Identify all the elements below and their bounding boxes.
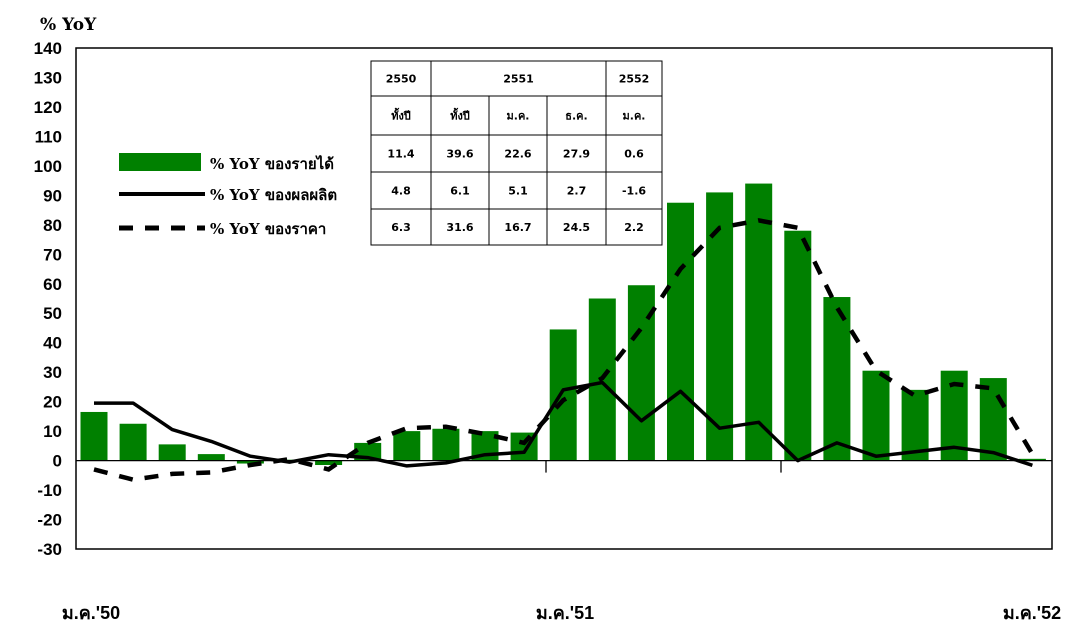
output-line xyxy=(94,380,1033,468)
table-subheader: ม.ค. xyxy=(623,110,646,123)
table-cell: 16.7 xyxy=(504,221,531,234)
y-tick-label: 20 xyxy=(43,393,62,412)
revenue-bar xyxy=(901,389,929,461)
table-subheader: ทั้งปี xyxy=(391,108,411,123)
legend-revenue-label: % YoY ของรายได้ xyxy=(210,154,334,173)
y-tick-label: 50 xyxy=(43,304,62,323)
table-year-header: 2550 xyxy=(386,73,417,86)
y-tick-label: 110 xyxy=(35,127,62,146)
table-cell: 2.7 xyxy=(567,185,587,198)
plot-frame xyxy=(75,47,1053,550)
y-tick-label: 60 xyxy=(43,275,62,294)
x-tick-label: ม.ค.'51 xyxy=(536,603,594,623)
revenue-bar xyxy=(979,378,1007,461)
y-tick-label: -30 xyxy=(37,540,62,559)
summary-table: 2550 2551 2552 ทั้งปี ทั้งปี ม.ค. ธ.ค. ม.ค. 11.4… xyxy=(370,60,663,246)
y-axis-ticks: 1401301201101009080706050403020100-10-20… xyxy=(34,39,62,559)
revenue-bar xyxy=(119,423,147,461)
table-cell: -1.6 xyxy=(622,185,646,198)
y-tick-label: 90 xyxy=(43,186,62,205)
x-tick-label: ม.ค.'52 xyxy=(1003,603,1061,623)
table-subheader: ทั้งปี xyxy=(450,108,470,123)
revenue-bar xyxy=(158,444,186,461)
table-cell: 6.1 xyxy=(450,185,470,198)
table-year-header: 2551 xyxy=(503,73,534,86)
y-tick-label: -10 xyxy=(37,481,62,500)
revenue-bar xyxy=(236,460,264,464)
table-cell: 6.3 xyxy=(391,221,411,234)
y-tick-label: 30 xyxy=(43,363,62,382)
table-subheader: ธ.ค. xyxy=(565,110,587,123)
y-tick-label: 100 xyxy=(34,157,62,176)
table-cell: 5.1 xyxy=(508,185,528,198)
legend-revenue-swatch xyxy=(119,153,201,171)
table-cell: 22.6 xyxy=(504,148,531,161)
revenue-bar xyxy=(706,192,734,461)
revenue-bar xyxy=(197,454,225,461)
legend-output-label: % YoY ของผลผลิต xyxy=(210,186,337,204)
table-cell: 24.5 xyxy=(563,221,590,234)
table-gridline xyxy=(370,60,663,246)
table-year-header: 2552 xyxy=(619,73,650,86)
y-tick-label: 0 xyxy=(53,452,62,471)
legend-price-label: % YoY ของราคา xyxy=(210,220,326,238)
revenue-bar xyxy=(862,370,890,461)
y-tick-label: 40 xyxy=(43,334,62,353)
x-tick-label: ม.ค.'50 xyxy=(62,603,120,623)
y-tick-label: 130 xyxy=(34,68,62,87)
price-dashed-line xyxy=(93,218,1035,482)
revenue-bar xyxy=(823,297,851,461)
y-tick-label: -20 xyxy=(37,511,62,530)
revenue-bar xyxy=(432,428,460,461)
revenue-bar xyxy=(784,230,812,461)
x-axis-ticks: ม.ค.'50 ม.ค.'51 ม.ค.'52 xyxy=(62,460,1061,623)
revenue-bar xyxy=(315,460,343,466)
y-tick-label: 70 xyxy=(43,245,62,264)
revenue-bar xyxy=(393,431,421,461)
revenue-bar xyxy=(1018,458,1046,461)
revenue-bar xyxy=(80,411,108,461)
table-cell: 4.8 xyxy=(391,185,411,198)
y-tick-label: 80 xyxy=(43,216,62,235)
revenue-bar xyxy=(745,183,773,461)
y-tick-label: 140 xyxy=(34,39,62,58)
y-tick-label: 10 xyxy=(43,422,62,441)
table-cell: 0.6 xyxy=(624,148,644,161)
table-cell: 11.4 xyxy=(387,148,414,161)
y-tick-label: 120 xyxy=(34,98,62,117)
table-cell: 2.2 xyxy=(624,221,644,234)
legend: % YoY ของรายได้ % YoY ของผลผลิต % YoY ของร… xyxy=(119,153,337,238)
revenue-bars xyxy=(80,183,1046,466)
revenue-bar xyxy=(667,202,694,461)
table-subheader: ม.ค. xyxy=(507,110,530,123)
y-axis-title: % YoY xyxy=(40,15,97,35)
table-cell: 27.9 xyxy=(563,148,590,161)
table-cell: 31.6 xyxy=(446,221,473,234)
table-cell: 39.6 xyxy=(446,148,473,161)
revenue-bar xyxy=(549,329,577,461)
